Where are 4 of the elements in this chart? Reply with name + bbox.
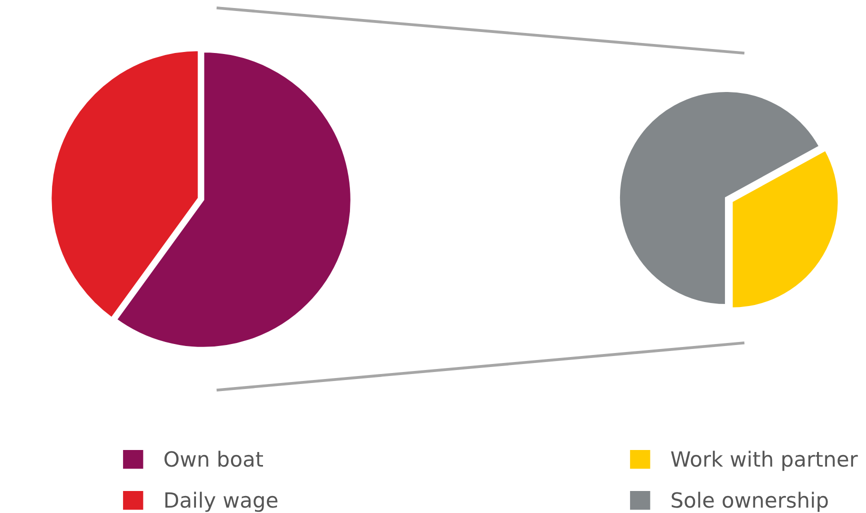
- legend-label: Sole ownership: [672, 492, 828, 512]
- legend-label: Work with partner: [671, 450, 858, 471]
- legend-label: Own boat: [164, 450, 264, 467]
- legend-label: Daily wage: [165, 492, 278, 512]
